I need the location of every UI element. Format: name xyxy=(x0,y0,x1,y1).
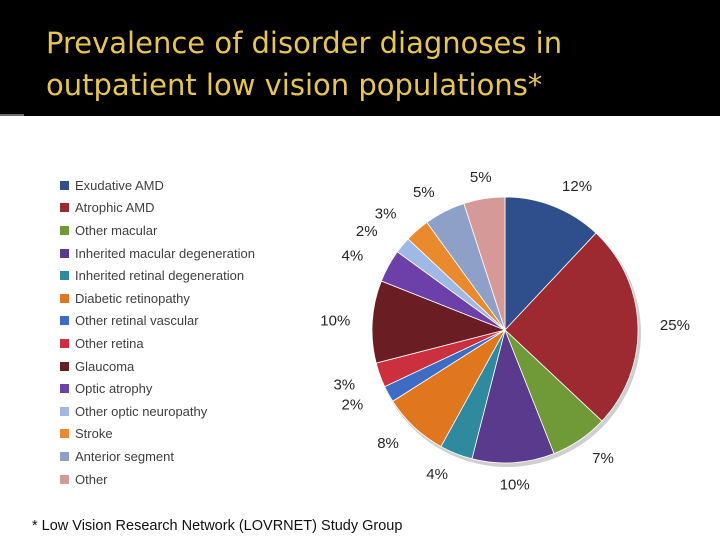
legend-label: Other optic neuropathy xyxy=(75,403,208,419)
slice-label-atrophic-amd: 25% xyxy=(660,317,690,334)
slide-title-line-2: outpatient low vision populations* xyxy=(46,68,543,102)
pie-slice-other xyxy=(463,196,506,331)
slice-label-other: 5% xyxy=(470,169,492,186)
legend-label: Other macular xyxy=(75,222,158,238)
legend-item-other-retinal-vascular: Other retinal vascular xyxy=(60,310,320,333)
legend-item-inherited-retinal-degeneration: Inherited retinal degeneration xyxy=(60,264,320,287)
legend-swatch xyxy=(60,203,69,213)
legend-swatch xyxy=(60,271,69,281)
legend-swatch xyxy=(60,451,69,461)
slide-title: Prevalence of disorder diagnoses in outp… xyxy=(46,22,706,106)
slice-label-exudative-amd: 12% xyxy=(562,178,592,195)
legend-label: Other retina xyxy=(75,335,144,351)
legend-label: Anterior segment xyxy=(75,448,174,464)
legend-swatch xyxy=(60,406,69,416)
legend-swatch xyxy=(60,293,69,303)
legend-item-anterior-segment: Anterior segment xyxy=(60,445,320,468)
legend-label: Other retinal vascular xyxy=(75,313,199,329)
legend-swatch xyxy=(60,225,69,235)
slice-label-inherited-macular-degeneration: 10% xyxy=(500,477,530,494)
slice-label-diabetic-retinopathy: 8% xyxy=(377,435,399,452)
pie-slice-atrophic-amd xyxy=(504,232,639,422)
legend-swatch xyxy=(60,248,69,258)
legend-item-other-optic-neuropathy: Other optic neuropathy xyxy=(60,400,320,423)
legend-item-stroke: Stroke xyxy=(60,423,320,446)
legend-swatch xyxy=(60,384,69,394)
pie-chart: 12%25%7%10%4%8%2%3%10%4%2%3%5%5% xyxy=(320,169,690,494)
legend-swatch xyxy=(60,474,69,484)
legend-item-other-retina: Other retina xyxy=(60,332,320,355)
legend-label: Glaucoma xyxy=(75,358,135,374)
slice-label-inherited-retinal-degeneration: 4% xyxy=(426,466,448,483)
slice-label-glaucoma: 10% xyxy=(320,312,350,329)
legend-label: Diabetic retinopathy xyxy=(75,290,190,306)
pie-slice-inherited-macular-degeneration xyxy=(471,328,555,464)
footnote: * Low Vision Research Network (LOVRNET) … xyxy=(32,518,403,534)
slice-label-stroke: 3% xyxy=(375,206,397,223)
slice-label-optic-atrophy: 4% xyxy=(341,247,363,264)
title-bar: Prevalence of disorder diagnoses in outp… xyxy=(0,0,720,114)
legend-item-inherited-macular-degeneration: Inherited macular degeneration xyxy=(60,242,320,265)
legend-item-other: Other xyxy=(60,468,320,491)
legend-label: Exudative AMD xyxy=(75,177,164,193)
legend-item-other-macular: Other macular xyxy=(60,219,320,242)
legend-swatch xyxy=(60,338,69,348)
slide-title-line-1: Prevalence of disorder diagnoses in xyxy=(46,26,563,60)
slice-label-other-macular: 7% xyxy=(592,450,614,467)
slice-label-other-retina: 3% xyxy=(333,377,355,394)
legend-item-glaucoma: Glaucoma xyxy=(60,355,320,378)
legend-item-diabetic-retinopathy: Diabetic retinopathy xyxy=(60,287,320,310)
legend-swatch xyxy=(60,429,69,439)
legend-label: Other xyxy=(75,471,108,487)
legend-swatch xyxy=(60,361,69,371)
legend-item-optic-atrophy: Optic atrophy xyxy=(60,377,320,400)
pie-slice-glaucoma xyxy=(371,280,507,364)
legend-label: Stroke xyxy=(75,426,113,442)
legend-swatch xyxy=(60,180,69,190)
legend-item-exudative-amd: Exudative AMD xyxy=(60,174,320,197)
slice-label-other-retinal-vascular: 2% xyxy=(341,397,363,414)
chart-legend: Exudative AMD Atrophic AMD Other macular In… xyxy=(60,174,320,490)
legend-label: Inherited macular degeneration xyxy=(75,245,255,261)
title-divider xyxy=(0,114,24,116)
pie-slice-exudative-amd xyxy=(504,196,597,332)
legend-item-atrophic-amd: Atrophic AMD xyxy=(60,197,320,220)
legend-label: Inherited retinal degeneration xyxy=(75,268,245,284)
slice-label-other-optic-neuropathy: 2% xyxy=(356,223,378,240)
legend-label: Atrophic AMD xyxy=(75,200,155,216)
legend-label: Optic atrophy xyxy=(75,381,153,397)
legend-swatch xyxy=(60,316,69,326)
slice-label-anterior-segment: 5% xyxy=(413,184,435,201)
